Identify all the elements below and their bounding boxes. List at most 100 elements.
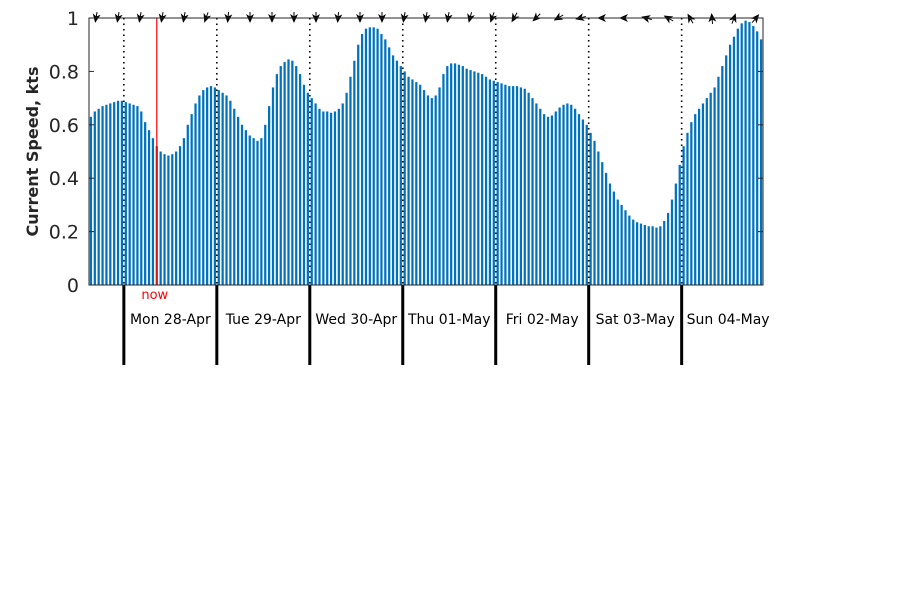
bar	[233, 108, 236, 285]
bar	[616, 199, 619, 285]
bar	[89, 116, 93, 285]
bar	[326, 111, 329, 285]
bar	[353, 60, 356, 285]
bar	[678, 164, 681, 285]
bar	[248, 135, 251, 285]
bar	[550, 115, 554, 285]
bar	[97, 108, 100, 285]
bar	[198, 95, 201, 286]
bar	[546, 116, 550, 285]
bar	[287, 59, 290, 285]
arrow-stem	[117, 12, 120, 17]
bar	[302, 84, 306, 285]
arrow-head	[687, 13, 696, 24]
bar	[252, 138, 255, 285]
bar	[384, 39, 387, 285]
bar	[322, 111, 325, 285]
bar	[364, 28, 368, 286]
bar	[167, 155, 170, 285]
day-label: Wed 30-Apr	[315, 312, 397, 328]
bar	[407, 76, 410, 286]
bar	[229, 100, 232, 286]
bar	[535, 103, 538, 285]
bar	[345, 92, 348, 285]
bar	[450, 63, 453, 285]
bar	[589, 132, 592, 285]
direction-arrow	[663, 15, 674, 24]
bar	[388, 47, 391, 286]
bar	[194, 103, 197, 285]
bar	[543, 114, 546, 286]
bar	[690, 122, 693, 285]
bar	[128, 103, 131, 285]
direction-arrow	[641, 15, 652, 23]
bar	[144, 122, 147, 285]
day-label: Mon 28-Apr	[130, 312, 211, 328]
bar	[593, 140, 596, 285]
bar	[206, 87, 209, 285]
bar	[635, 222, 639, 285]
bar	[574, 108, 577, 285]
arrow-stem	[403, 12, 406, 17]
bar	[500, 83, 503, 285]
arrow-stem	[559, 14, 564, 18]
bar	[140, 111, 143, 285]
bar	[453, 63, 457, 285]
direction-arrow	[511, 12, 520, 23]
bar	[643, 224, 646, 285]
bar	[697, 108, 701, 285]
day-label: Sun 04-May	[687, 312, 770, 328]
bar	[430, 98, 433, 285]
bar	[109, 103, 112, 285]
arrow-head	[575, 13, 585, 21]
bar	[329, 112, 333, 285]
bar	[271, 87, 275, 285]
bar	[225, 95, 228, 286]
bar	[341, 103, 344, 285]
bar	[759, 39, 763, 285]
bar	[492, 80, 495, 285]
bar	[527, 92, 530, 285]
bar	[585, 124, 588, 285]
bar	[295, 66, 298, 285]
arrow-stem	[447, 12, 450, 17]
bar	[275, 74, 278, 285]
bar	[457, 64, 461, 285]
bar	[93, 111, 96, 285]
y-tick-label: 0.2	[49, 222, 79, 244]
arrow-stem	[161, 12, 164, 17]
bar	[732, 36, 736, 285]
bar	[264, 124, 267, 285]
bar	[752, 26, 755, 285]
bar	[508, 86, 511, 285]
plot-area	[88, 17, 764, 286]
y-axis-label: Current Speed, kts	[23, 67, 42, 237]
bar	[221, 92, 224, 285]
bar	[694, 114, 697, 286]
bar	[519, 87, 523, 285]
bar	[399, 66, 402, 285]
bar	[469, 70, 472, 285]
bar	[484, 76, 488, 286]
bar	[674, 183, 677, 285]
bar	[260, 138, 263, 285]
bar	[237, 116, 240, 285]
bar	[608, 183, 612, 285]
bar	[244, 130, 248, 285]
bar	[411, 79, 414, 285]
bar	[306, 92, 309, 285]
direction-arrow	[687, 13, 696, 24]
bar	[666, 212, 670, 285]
bar	[663, 220, 666, 285]
bar	[415, 82, 418, 285]
bar	[728, 44, 732, 286]
bar	[395, 60, 399, 285]
bar	[701, 103, 705, 285]
direction-arrow	[750, 14, 760, 24]
bar-series	[89, 20, 763, 286]
bar	[539, 108, 542, 285]
bar	[601, 162, 604, 285]
arrow-stem	[647, 17, 652, 21]
bar	[659, 226, 662, 285]
bar	[209, 86, 213, 285]
